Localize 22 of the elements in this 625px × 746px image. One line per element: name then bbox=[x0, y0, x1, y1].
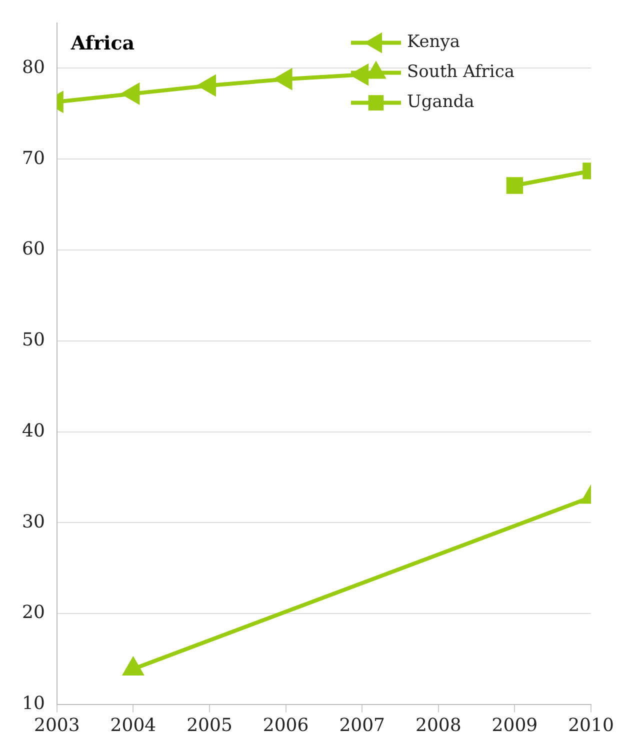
x-tick-label: 2008 bbox=[415, 714, 462, 736]
x-tick-label: 2010 bbox=[568, 714, 614, 736]
y-tick-label: 80 bbox=[22, 56, 45, 78]
x-tick-label: 2003 bbox=[34, 714, 80, 736]
point bbox=[198, 76, 216, 96]
y-tick-label: 50 bbox=[22, 330, 45, 351]
x-tick-label: 2006 bbox=[262, 714, 309, 736]
legend-label: Uganda bbox=[407, 92, 474, 112]
y-tick-label: 60 bbox=[22, 238, 45, 260]
y-tick-label: 40 bbox=[22, 420, 45, 442]
x-tick-label: 2005 bbox=[186, 714, 232, 736]
y-tick-label: 20 bbox=[22, 602, 45, 624]
y-tick-label: 30 bbox=[22, 511, 45, 532]
x-tick-label: 2004 bbox=[110, 714, 156, 736]
point bbox=[274, 69, 292, 89]
y-tick-label: 70 bbox=[22, 148, 45, 169]
x-tick-label: 2009 bbox=[492, 714, 538, 736]
legend-label: Kenya bbox=[407, 32, 460, 52]
x-tick-label: 2007 bbox=[339, 714, 386, 736]
legend-label: South Africa bbox=[407, 62, 515, 82]
text: Africa bbox=[70, 32, 135, 55]
y-tick-label: 10 bbox=[22, 693, 45, 714]
